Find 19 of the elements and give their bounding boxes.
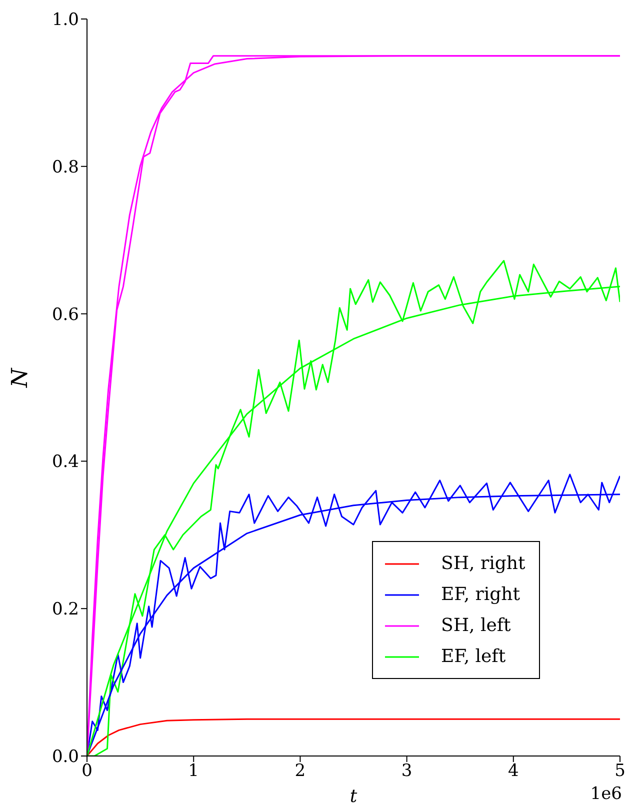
y-tick-label: 1.0: [52, 10, 79, 30]
y-axis-title: N: [8, 368, 33, 388]
y-tick-label: 0.6: [52, 304, 79, 325]
y-tick-label: 0.8: [52, 157, 79, 178]
x-tick-label: 5: [614, 761, 626, 782]
x-tick-label: 3: [401, 761, 412, 782]
y-tick-label: 0.0: [52, 747, 79, 768]
text: 1e6: [590, 784, 622, 804]
x-tick-label: 2: [294, 761, 306, 782]
x-tick-label: 0: [82, 761, 92, 782]
legend-label: EF, left: [441, 646, 506, 667]
legend-label: SH, right: [441, 553, 526, 574]
y-tick-label: 0.2: [52, 600, 79, 620]
y-tick-label: 0.4: [52, 452, 79, 472]
legend-label: EF, right: [441, 584, 520, 605]
x-axis-title: t: [350, 786, 358, 807]
x-tick-label: 1: [188, 761, 200, 782]
legend-label: SH, left: [441, 615, 511, 636]
x-tick-label: 4: [508, 761, 519, 782]
